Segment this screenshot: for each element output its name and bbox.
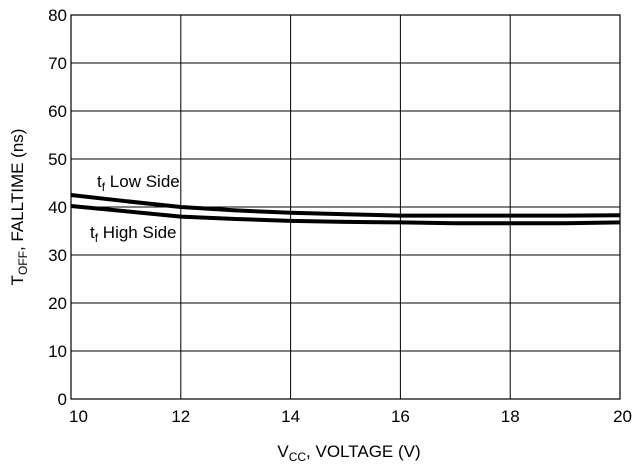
series-lines <box>70 193 621 226</box>
y-tick-label: 70 <box>48 54 67 73</box>
y-axis-title: TOFF, FALLTIME (ns) <box>8 129 30 286</box>
series-line-low-side <box>70 193 621 218</box>
y-tick-label: 20 <box>48 294 67 313</box>
x-axis-title: VCC, VOLTAGE (V) <box>277 442 420 464</box>
series-line-high-side <box>70 204 621 226</box>
x-tick-labels: 10 12 14 16 18 20 <box>69 407 632 426</box>
annotation-high-side: tf High Side <box>90 223 177 245</box>
y-tick-label: 10 <box>48 342 67 361</box>
x-tick-label: 12 <box>171 407 190 426</box>
y-tick-label: 30 <box>48 246 67 265</box>
y-tick-label: 60 <box>48 102 67 121</box>
x-tick-label: 18 <box>501 407 520 426</box>
x-tick-label: 20 <box>613 407 632 426</box>
y-tick-label: 40 <box>48 198 67 217</box>
y-tick-label: 50 <box>48 150 67 169</box>
x-tick-label: 16 <box>391 407 410 426</box>
plot-frame <box>70 14 621 400</box>
y-tick-label: 80 <box>48 6 67 25</box>
grid <box>70 14 621 400</box>
y-tick-label: 0 <box>58 390 67 409</box>
x-tick-label: 10 <box>69 407 88 426</box>
annotation-low-side: tf Low Side <box>97 172 180 194</box>
y-tick-labels: 0 10 20 30 40 50 60 70 80 <box>48 6 67 409</box>
x-tick-label: 14 <box>281 407 300 426</box>
